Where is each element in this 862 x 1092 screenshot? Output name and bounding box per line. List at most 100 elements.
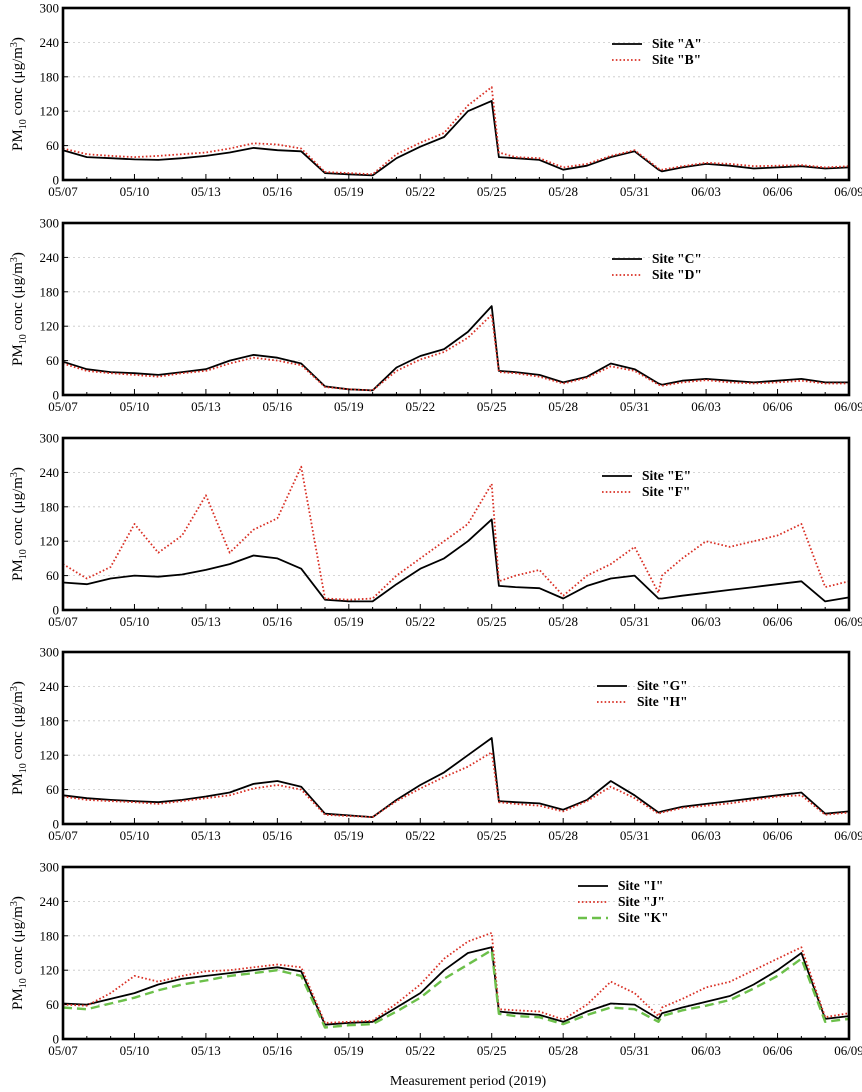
y-tick-label: 0 [53, 173, 60, 188]
y-axis-label-end: ) [10, 252, 26, 257]
y-axis-label-sup: 3 [9, 901, 20, 906]
x-tick-label: 05/19 [334, 828, 364, 843]
x-tick-label: 06/03 [691, 399, 721, 414]
y-axis-label-end: ) [10, 467, 26, 472]
x-tick-label: 05/16 [263, 399, 293, 414]
x-tick-label: 05/19 [334, 399, 364, 414]
x-tick-label: 05/22 [405, 1043, 435, 1058]
y-axis-label-main: PM [10, 344, 26, 366]
x-tick-label: 05/13 [191, 614, 221, 629]
plot-frame [61, 6, 851, 182]
series-line-3-2 [62, 465, 850, 601]
series-line-5-1 [62, 946, 850, 1026]
legend-label: Site "K" [618, 910, 669, 925]
series-line-1-1 [62, 100, 850, 177]
x-tick-label: 05/10 [120, 1043, 150, 1058]
legend-label: Site "H" [637, 694, 688, 709]
legend: Site "A"Site "B" [612, 36, 702, 67]
y-tick-label: 240 [40, 894, 60, 909]
x-tick-label: 06/03 [691, 828, 721, 843]
y-axis-label-sup: 3 [9, 42, 20, 47]
legend: Site "C"Site "D" [612, 251, 702, 282]
y-tick-label: 60 [46, 568, 59, 583]
legend: Site "I"Site "J"Site "K" [578, 878, 669, 925]
x-tick-label: 05/13 [191, 1043, 221, 1058]
legend-label: Site "I" [618, 878, 663, 893]
y-tick-label: 120 [40, 963, 60, 978]
x-tick-label: 05/16 [263, 828, 293, 843]
y-tick-label: 60 [46, 138, 59, 153]
x-tick-label: 06/03 [691, 614, 721, 629]
legend-label: Site "C" [652, 251, 702, 266]
chart-panel-1: 0 60 120 180 240 300 05/07 05/10 05/13 05/16 05/19… [9, 1, 862, 200]
y-tick-label: 120 [40, 319, 60, 334]
x-tick-label: 05/19 [334, 614, 364, 629]
x-tick-label: 05/31 [620, 184, 650, 199]
y-tick-label: 180 [40, 69, 60, 84]
x-tick-label: 06/06 [763, 1043, 793, 1058]
x-tick-label: 06/09 [834, 614, 862, 629]
y-tick-label: 180 [40, 713, 60, 728]
y-axis-label-rest: conc (μg/m [10, 906, 26, 979]
x-tick-label: 05/28 [548, 1043, 578, 1058]
x-tick-label: 05/07 [48, 184, 78, 199]
x-tick-label: 05/13 [191, 828, 221, 843]
y-axis-label: PM10 conc (μg/m3) [9, 252, 29, 366]
y-axis-label-end: ) [10, 37, 26, 42]
y-axis-label-rest: conc (μg/m [10, 691, 26, 764]
y-axis-label-main: PM [10, 129, 26, 151]
y-tick-label: 60 [46, 997, 59, 1012]
chart-panel-4: 0 60 120 180 240 300 05/07 05/10 05/13 05/16 05/19… [9, 645, 862, 844]
y-tick-label: 60 [46, 353, 59, 368]
legend-label: Site "J" [618, 894, 665, 909]
x-tick-label: 06/09 [834, 184, 862, 199]
plot-frame [61, 436, 851, 612]
plot-frame [61, 865, 851, 1041]
chart-panel-3: 0 60 120 180 240 300 05/07 05/10 05/13 05/16 05/19… [9, 431, 862, 630]
series-line-2-2 [62, 313, 849, 392]
y-tick-label: 300 [40, 431, 60, 446]
y-tick-label: 0 [53, 1032, 60, 1047]
x-tick-label: 05/22 [405, 184, 435, 199]
y-axis-label-sub: 10 [18, 763, 29, 773]
y-tick-label: 240 [40, 465, 60, 480]
x-tick-label: 05/22 [405, 828, 435, 843]
x-tick-label: 05/25 [477, 1043, 507, 1058]
x-tick-label: 05/07 [48, 399, 78, 414]
y-axis-label-sup: 3 [9, 686, 20, 691]
x-tick-label: 05/31 [620, 614, 650, 629]
y-tick-label: 300 [40, 645, 60, 660]
x-tick-label: 05/25 [477, 614, 507, 629]
x-tick-label: 05/25 [477, 399, 507, 414]
series-line-5-3 [62, 948, 850, 1029]
y-tick-label: 0 [53, 817, 60, 832]
x-tick-label: 05/25 [477, 184, 507, 199]
y-axis-label-rest: conc (μg/m [10, 262, 26, 335]
x-tick-label: 06/06 [763, 399, 793, 414]
x-tick-label: 05/25 [477, 828, 507, 843]
x-tick-label: 06/09 [834, 399, 862, 414]
y-axis-label-sub: 10 [18, 978, 29, 988]
y-axis-label-rest: conc (μg/m [10, 47, 26, 120]
plot-frame [61, 221, 851, 397]
y-axis-label-sub: 10 [18, 549, 29, 559]
y-tick-label: 0 [53, 388, 60, 403]
y-axis-label: PM10 conc (μg/m3) [9, 896, 29, 1010]
series-line-2-1 [62, 305, 849, 392]
y-tick-label: 180 [40, 928, 60, 943]
x-tick-label: 06/06 [763, 614, 793, 629]
x-tick-label: 06/03 [691, 184, 721, 199]
y-axis-label: PM10 conc (μg/m3) [9, 681, 29, 795]
y-tick-label: 300 [40, 1, 60, 16]
y-tick-label: 240 [40, 250, 60, 265]
chart-panel-5: 0 60 120 180 240 300 05/07 05/10 05/13 05/16 05/19… [9, 860, 862, 1059]
x-tick-label: 05/07 [48, 1043, 78, 1058]
y-tick-label: 60 [46, 782, 59, 797]
y-axis-label-main: PM [10, 773, 26, 795]
x-tick-label: 05/16 [263, 614, 293, 629]
x-tick-label: 05/07 [48, 614, 78, 629]
x-tick-label: 05/13 [191, 184, 221, 199]
x-tick-label: 05/22 [405, 614, 435, 629]
legend-label: Site "F" [642, 484, 690, 499]
